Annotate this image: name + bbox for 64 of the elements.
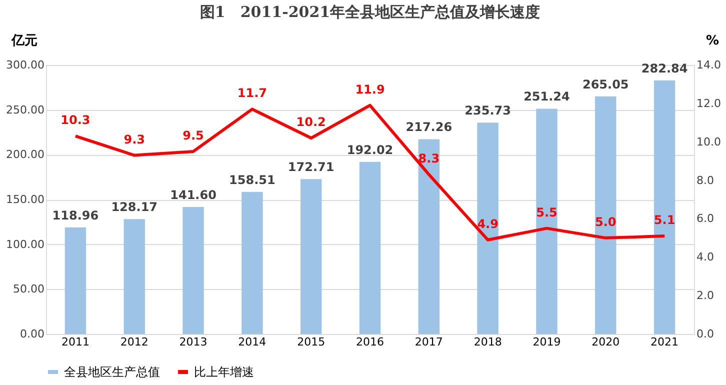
chart-title: 图1 2011-2021年全县地区生产总值及增长速度 [200, 3, 540, 21]
y-axis-title: 亿元 [10, 34, 38, 48]
bar [477, 122, 498, 334]
bar [418, 139, 440, 334]
legend-label: 比上年增速 [194, 365, 254, 379]
data-label: 128.17 [111, 200, 158, 214]
legend-label: 全县地区生产总值 [64, 365, 160, 379]
x-tick-label: 2020 [592, 336, 620, 348]
data-label: 172.71 [288, 160, 334, 174]
data-label: 9.5 [182, 128, 204, 142]
bar [242, 192, 263, 334]
data-label: 8.3 [418, 152, 440, 166]
data-label: 192.02 [346, 142, 394, 157]
y2-axis-title: % [706, 34, 720, 48]
y-tick-label: 200.00 [6, 148, 44, 162]
y2-tick-label: 14.0 [696, 58, 721, 72]
data-label: 5.0 [595, 214, 616, 229]
y-tick-label: 100.00 [6, 238, 44, 251]
x-tick-label: 2013 [179, 336, 208, 348]
y2-tick-label: 8.0 [696, 174, 714, 187]
y2-tick-label: 2.0 [696, 289, 714, 302]
bar [64, 227, 86, 334]
x-tick-label: 2014 [238, 336, 266, 348]
bar [654, 80, 676, 334]
y-tick-label: 250.00 [6, 103, 44, 116]
data-label: 11.7 [237, 86, 267, 100]
x-tick-label: 2011 [61, 336, 90, 348]
x-tick-label: 2021 [650, 336, 679, 348]
data-label: 251.24 [524, 90, 570, 104]
data-label: 5.5 [536, 205, 558, 220]
y-tick-label: 150.00 [6, 193, 44, 206]
x-tick-label: 2017 [414, 336, 443, 348]
data-label: 265.05 [582, 77, 629, 92]
x-tick-label: 2018 [474, 336, 502, 348]
bar [359, 162, 381, 334]
y2-tick-label: 6.0 [696, 212, 714, 226]
data-label: 118.96 [52, 208, 99, 222]
y-tick-label: 300.00 [6, 58, 44, 72]
y2-tick-label: 0.0 [696, 328, 714, 340]
y2-tick-label: 4.0 [696, 250, 714, 264]
data-label: 158.51 [229, 172, 276, 187]
data-label: 282.84 [641, 61, 688, 76]
bar [124, 219, 145, 334]
y-tick-label: 50.00 [13, 282, 44, 296]
x-tick-label: 2012 [120, 336, 148, 348]
bar [182, 207, 204, 334]
data-label: 4.9 [477, 216, 498, 231]
bar [300, 179, 322, 334]
data-label: 217.26 [406, 120, 452, 134]
bar [536, 108, 558, 334]
data-label: 9.3 [124, 132, 145, 146]
data-label: 11.9 [355, 82, 385, 96]
data-label: 141.60 [170, 188, 216, 202]
y-tick-label: 0.00 [20, 328, 44, 340]
bar [595, 96, 616, 334]
data-label: 5.1 [654, 213, 676, 228]
data-label: 10.3 [60, 113, 90, 128]
x-tick-label: 2019 [532, 336, 561, 348]
data-label: 235.73 [464, 104, 511, 118]
y2-tick-label: 10.0 [696, 135, 721, 148]
x-tick-label: 2016 [356, 336, 384, 348]
y2-tick-label: 12.0 [696, 96, 721, 110]
x-tick-label: 2015 [297, 336, 326, 348]
data-label: 10.2 [296, 115, 326, 130]
